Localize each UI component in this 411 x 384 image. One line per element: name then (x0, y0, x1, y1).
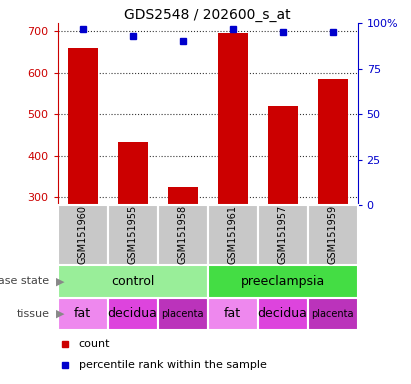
Text: fat: fat (224, 308, 241, 320)
Bar (208, 205, 258, 265)
Text: fat: fat (74, 308, 91, 320)
Bar (58, 265, 208, 298)
Title: GDS2548 / 202600_s_at: GDS2548 / 202600_s_at (124, 8, 291, 22)
Bar (307, 205, 358, 265)
Text: preeclampsia: preeclampsia (240, 275, 325, 288)
Text: count: count (79, 339, 110, 349)
Bar (58, 298, 108, 330)
Bar (307, 298, 358, 330)
Text: decidua: decidua (108, 308, 157, 320)
Bar (157, 205, 208, 265)
Bar (258, 205, 307, 265)
Bar (67, 48, 97, 205)
Text: tissue: tissue (16, 309, 49, 319)
Bar (58, 205, 108, 265)
Bar (217, 33, 247, 205)
Text: GSM151961: GSM151961 (228, 205, 238, 263)
Bar (108, 205, 157, 265)
Text: GSM151955: GSM151955 (127, 204, 138, 264)
Bar (258, 298, 307, 330)
Bar (157, 298, 208, 330)
Text: ▶: ▶ (55, 276, 64, 286)
Bar (318, 79, 348, 205)
Bar (208, 298, 258, 330)
Text: placenta: placenta (161, 309, 204, 319)
Text: disease state: disease state (0, 276, 49, 286)
Bar (268, 106, 298, 205)
Bar (108, 298, 157, 330)
Text: GSM151957: GSM151957 (277, 204, 288, 264)
Bar (118, 142, 148, 205)
Text: ▶: ▶ (55, 309, 64, 319)
Text: GSM151958: GSM151958 (178, 204, 187, 263)
Text: percentile rank within the sample: percentile rank within the sample (79, 360, 266, 370)
Text: GSM151959: GSM151959 (328, 204, 337, 263)
Text: placenta: placenta (311, 309, 354, 319)
Bar (208, 265, 358, 298)
Text: decidua: decidua (258, 308, 307, 320)
Text: GSM151960: GSM151960 (78, 205, 88, 263)
Bar (168, 187, 198, 205)
Text: control: control (111, 275, 154, 288)
